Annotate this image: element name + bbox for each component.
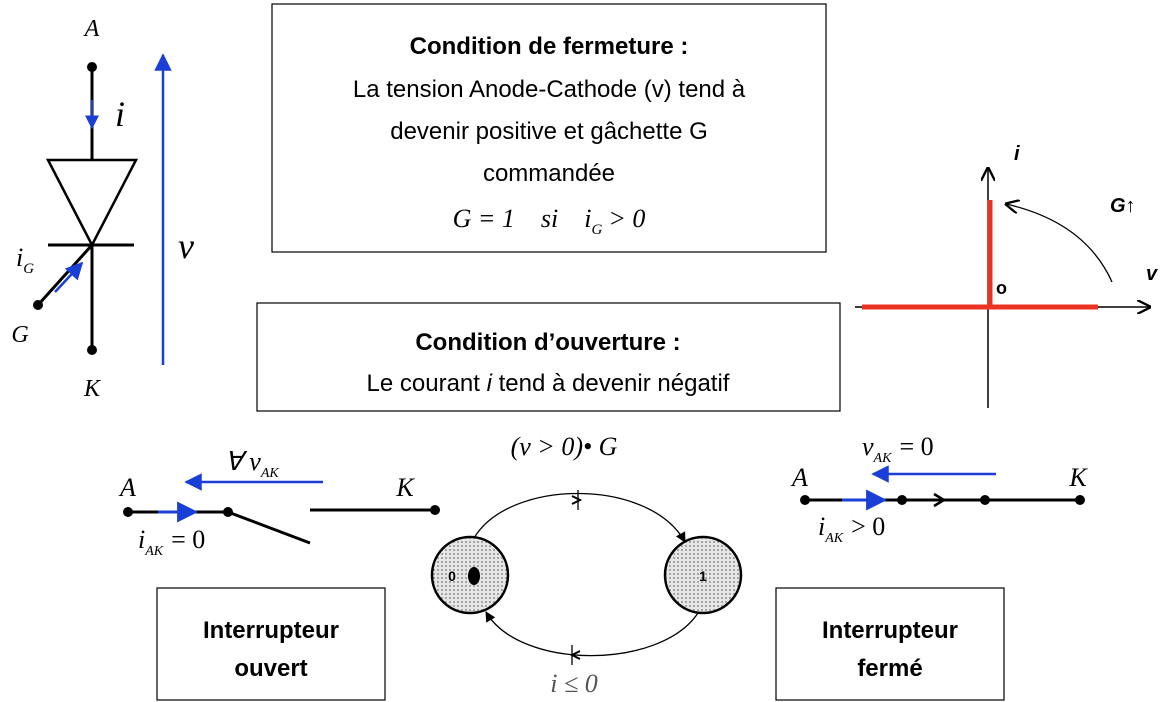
- closed-box-text: fermé: [857, 655, 922, 682]
- terminal: [223, 507, 233, 517]
- state-label: 0: [448, 568, 456, 584]
- text-part: Le courant: [367, 370, 487, 397]
- transition-arrow: [571, 495, 583, 505]
- closed-box-text: Interrupteur: [822, 617, 958, 644]
- gate-current-arrow: [54, 261, 84, 293]
- subscript: G: [592, 222, 603, 238]
- relation: = 0: [171, 525, 205, 554]
- subscript: G: [23, 261, 34, 277]
- open-box: [156, 587, 386, 701]
- terminal: [123, 507, 133, 517]
- open-box-text: Interrupteur: [203, 617, 339, 644]
- opening-transition: [485, 611, 699, 657]
- relation: = 0: [899, 432, 933, 461]
- symbol: ∀ v: [225, 447, 261, 476]
- anode-label: A: [83, 16, 100, 42]
- relation: > 0: [851, 512, 885, 541]
- subscript: AK: [260, 466, 280, 481]
- symbol: v: [862, 432, 874, 461]
- subscript: AK: [144, 544, 164, 559]
- text-part: tend à devenir négatif: [492, 370, 730, 397]
- transition-arrow: [569, 650, 581, 660]
- terminal: [1075, 495, 1085, 505]
- closing-transition: [473, 492, 686, 543]
- opening-transition-label: i ≤ 0: [550, 669, 598, 698]
- formula-rhs: > 0: [608, 204, 645, 233]
- closing-box: [271, 3, 827, 253]
- symbol: i: [584, 204, 591, 233]
- gate-wire: [36, 243, 94, 307]
- subscript: AK: [824, 531, 844, 546]
- anode-label: A: [118, 473, 136, 502]
- anode-label: A: [790, 463, 808, 492]
- closing-transition-label: (v > 0)• G: [511, 432, 618, 461]
- switch-blade: [227, 510, 311, 545]
- terminal: [980, 495, 990, 505]
- voltage-label: vAK = 0: [862, 432, 934, 466]
- symbol: i: [818, 512, 825, 541]
- state-closed: [663, 535, 743, 615]
- terminal: [33, 300, 43, 310]
- closing-title: Condition de fermeture :: [410, 33, 689, 60]
- closing-text: devenir positive et gâchette G: [390, 118, 708, 145]
- current-label: iAK > 0: [818, 512, 885, 546]
- symbol: i: [138, 525, 145, 554]
- closed-box: [775, 587, 1005, 701]
- terminal: [87, 62, 97, 72]
- closing-text: La tension Anode-Cathode (v) tend à: [353, 76, 746, 103]
- formula-word: si: [541, 204, 558, 233]
- gate-label: G↑: [1110, 195, 1136, 217]
- text-part: i: [487, 370, 493, 397]
- state-label: 1: [699, 568, 707, 584]
- gate-current-label: iG: [16, 243, 34, 277]
- gate-label: G: [11, 322, 28, 348]
- i-axis-label: i: [1014, 143, 1020, 165]
- formula-lhs: G = 1: [453, 204, 515, 233]
- open-box-text: ouvert: [234, 655, 307, 682]
- current-label: i: [115, 94, 125, 134]
- closing-formula: G = 1 si iG > 0: [453, 204, 646, 238]
- cathode-label: K: [83, 376, 102, 402]
- conduction-arrow: [933, 492, 947, 508]
- terminal: [87, 345, 97, 355]
- voltage-label: v: [178, 226, 194, 266]
- gate-arrow: [1006, 204, 1113, 283]
- initial-marker: [468, 567, 480, 585]
- cathode-label: K: [395, 473, 415, 502]
- v-axis-label: v: [1146, 263, 1159, 285]
- symbol: i: [16, 243, 23, 272]
- terminal: [800, 495, 810, 505]
- terminal: [897, 495, 907, 505]
- origin-label: o: [996, 278, 1007, 298]
- opening-title: Condition d’ouverture :: [415, 329, 680, 356]
- opening-box: [256, 302, 841, 412]
- current-label: iAK = 0: [138, 525, 205, 559]
- triangle: [45, 158, 139, 248]
- subscript: AK: [873, 451, 893, 466]
- opening-text: Le courant i tend à devenir négatif: [367, 370, 730, 397]
- terminal: [430, 505, 440, 515]
- closing-text: commandée: [483, 160, 615, 187]
- cathode-label: K: [1068, 463, 1088, 492]
- voltage-label: ∀ vAK: [225, 447, 279, 481]
